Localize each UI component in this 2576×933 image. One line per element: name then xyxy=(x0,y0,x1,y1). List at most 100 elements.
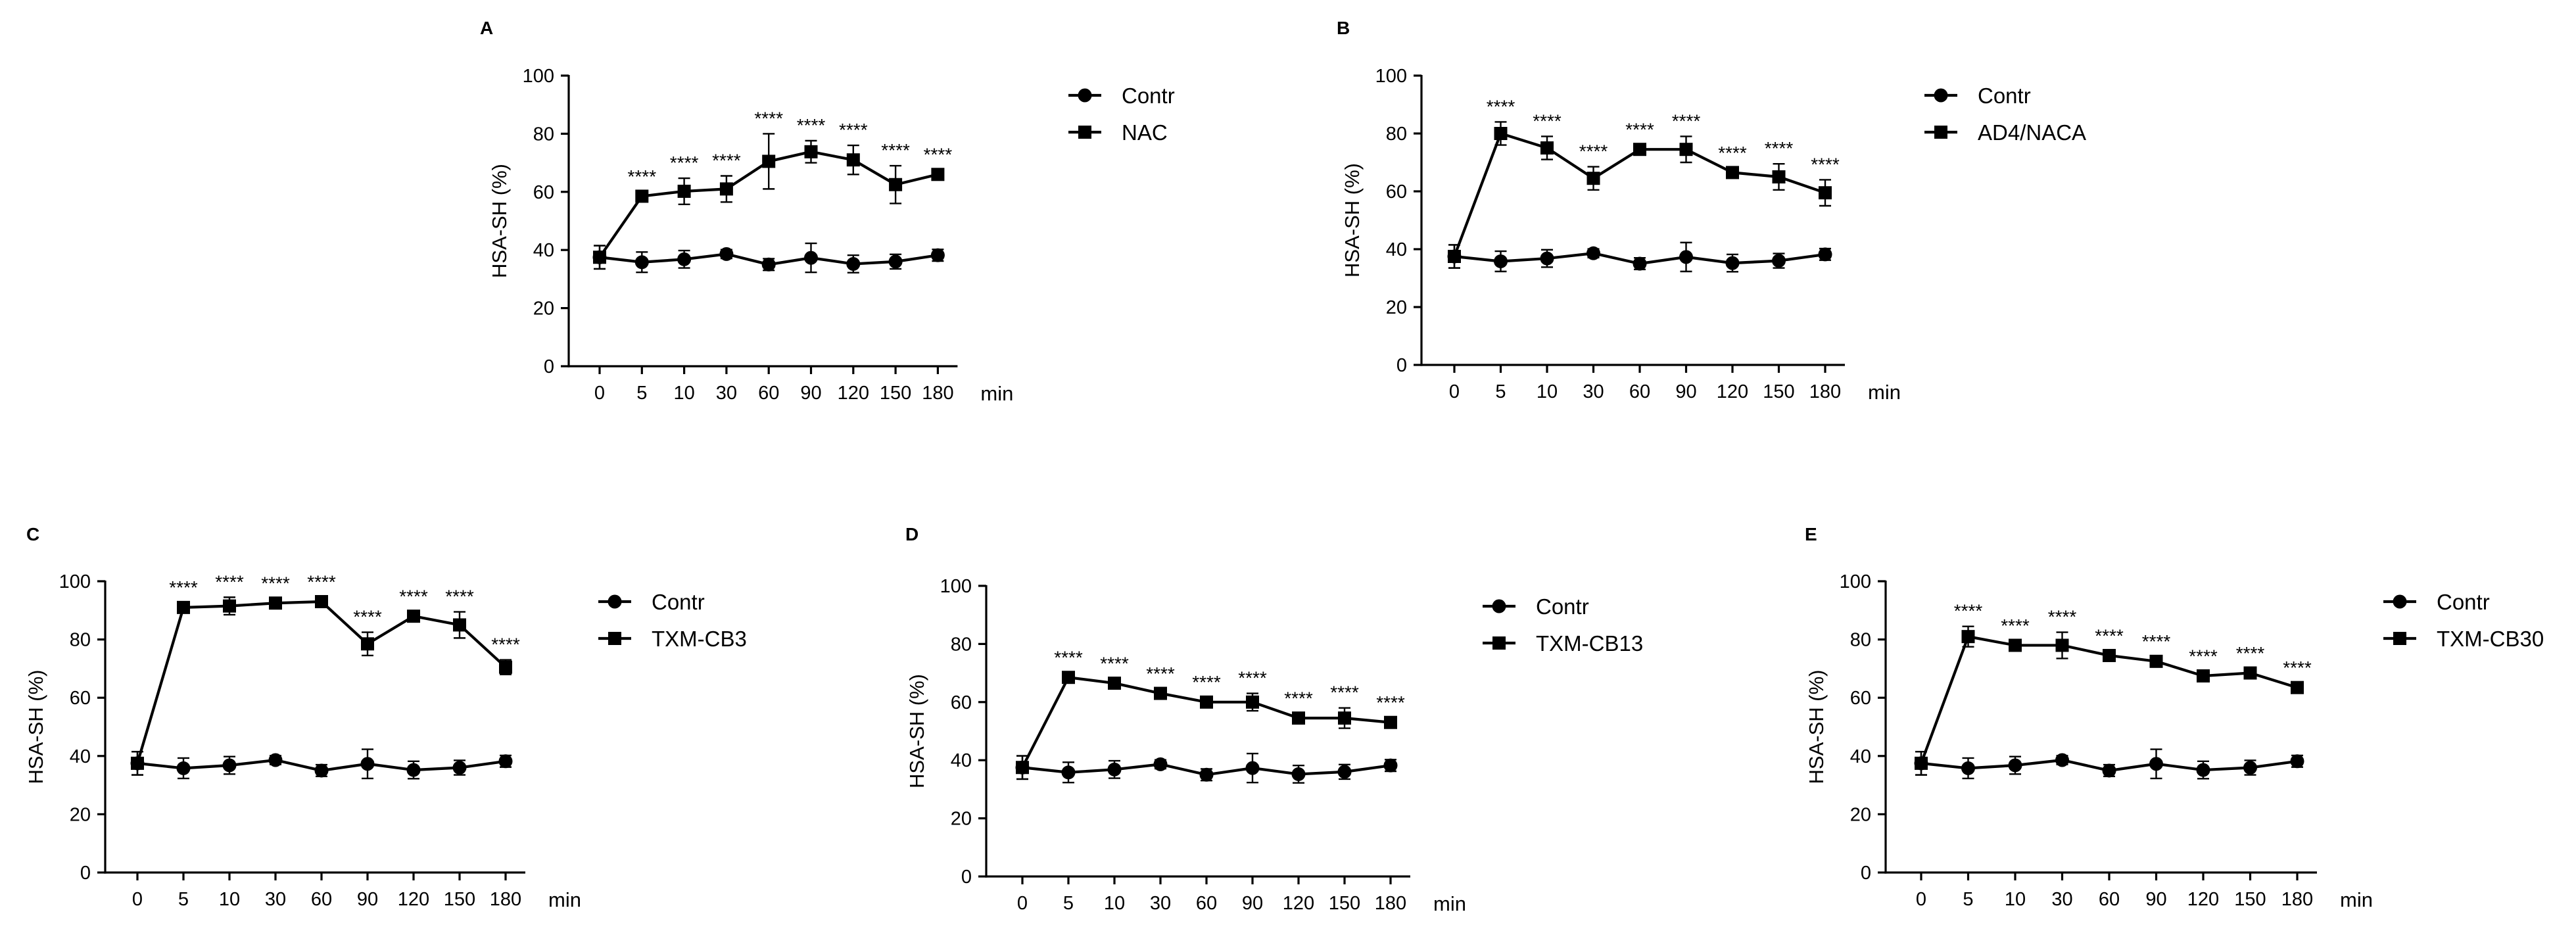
significance-label: **** xyxy=(1487,96,1515,116)
x-tick-label: 30 xyxy=(2051,889,2072,910)
data-point xyxy=(1772,254,1786,268)
data-point xyxy=(176,761,191,775)
significance-label: **** xyxy=(1238,668,1267,688)
data-point xyxy=(2009,638,2022,652)
data-point xyxy=(1200,695,1213,709)
data-point xyxy=(1337,765,1352,779)
legend-marker xyxy=(1934,126,1947,139)
significance-label: **** xyxy=(353,607,382,627)
panel-letter: C xyxy=(26,524,39,544)
x-tick-label: 5 xyxy=(1063,893,1074,914)
x-tick-label: 0 xyxy=(1017,893,1028,914)
x-tick-label: 0 xyxy=(594,383,605,404)
data-point xyxy=(499,660,512,674)
series-txm-cb13: **** **** **** **** **** **** **** **** xyxy=(1016,648,1405,780)
data-point xyxy=(930,248,945,262)
data-point xyxy=(498,754,513,769)
data-point xyxy=(2149,757,2163,771)
series-contr xyxy=(130,748,513,780)
y-tick-label: 100 xyxy=(940,576,972,597)
x-tick-label: 120 xyxy=(1283,893,1314,914)
x-axis-title: min xyxy=(2340,888,2373,911)
x-tick-label: 90 xyxy=(357,889,378,910)
y-tick-label: 80 xyxy=(951,634,972,655)
data-point xyxy=(1818,247,1832,262)
data-point xyxy=(888,254,903,269)
data-point xyxy=(677,184,691,198)
y-tick-label: 20 xyxy=(70,804,91,825)
x-tick-label: 5 xyxy=(636,383,647,404)
x-tick-label: 5 xyxy=(178,889,189,910)
significance-label: **** xyxy=(1811,154,1840,174)
data-point xyxy=(1725,256,1740,270)
series-nac: **** **** **** **** **** **** **** **** xyxy=(593,108,952,270)
x-tick-label: 90 xyxy=(800,383,821,404)
y-tick-label: 100 xyxy=(1375,66,1407,87)
data-point xyxy=(2102,763,2116,778)
significance-label: **** xyxy=(1672,110,1701,131)
x-tick-label: 120 xyxy=(2187,889,2219,910)
data-point xyxy=(719,247,734,261)
x-tick-label: 30 xyxy=(716,383,737,404)
x-tick-label: 120 xyxy=(398,889,429,910)
significance-label: **** xyxy=(797,115,826,135)
data-point xyxy=(761,257,776,272)
data-point xyxy=(1338,711,1351,725)
data-point xyxy=(1540,141,1554,155)
significance-label: **** xyxy=(2236,643,2265,663)
data-point xyxy=(1586,246,1600,260)
x-tick-label: 10 xyxy=(2005,889,2026,910)
panel-letter: A xyxy=(480,18,493,38)
data-point xyxy=(1199,767,1214,782)
legend-entry: Contr xyxy=(1924,84,2031,108)
x-axis-title: min xyxy=(1868,381,1901,404)
y-tick-label: 0 xyxy=(80,863,91,884)
x-tick-label: 60 xyxy=(311,889,332,910)
series-contr xyxy=(1015,752,1398,784)
y-axis-title: HSA-SH (%) xyxy=(905,674,928,788)
y-tick-label: 20 xyxy=(533,299,554,320)
data-point xyxy=(1108,677,1121,690)
data-point xyxy=(1961,630,1975,644)
data-point xyxy=(2055,753,2069,767)
y-tick-label: 40 xyxy=(1386,239,1407,260)
y-axis-title: HSA-SH (%) xyxy=(1805,670,1828,784)
data-point xyxy=(131,756,144,770)
significance-label: **** xyxy=(1054,648,1083,668)
legend-label: TXM-CB3 xyxy=(652,627,747,651)
x-tick-label: 60 xyxy=(758,383,779,404)
x-tick-label: 150 xyxy=(444,889,475,910)
significance-label: **** xyxy=(1192,672,1221,692)
data-point xyxy=(1246,695,1259,709)
legend-entry: Contr xyxy=(1483,594,1589,619)
legend-marker xyxy=(2393,632,2406,645)
data-point xyxy=(1154,686,1167,700)
data-point xyxy=(268,753,283,767)
x-tick-label: 10 xyxy=(1537,381,1558,402)
data-point xyxy=(1292,711,1305,725)
legend-marker xyxy=(1078,126,1091,139)
data-point xyxy=(762,155,776,168)
significance-label: **** xyxy=(2189,646,2218,666)
data-point xyxy=(1961,761,1975,775)
legend-marker xyxy=(2393,594,2407,609)
series-txm-cb3: **** **** **** **** **** **** **** **** xyxy=(131,571,520,776)
significance-label: **** xyxy=(445,586,474,607)
legend-marker xyxy=(1492,599,1506,613)
y-tick-label: 80 xyxy=(533,124,554,145)
x-tick-label: 30 xyxy=(1150,893,1171,914)
y-tick-label: 40 xyxy=(533,240,554,261)
y-tick-label: 60 xyxy=(533,182,554,203)
data-point xyxy=(1061,765,1076,780)
data-point xyxy=(846,256,861,271)
significance-label: **** xyxy=(491,634,520,655)
y-tick-label: 20 xyxy=(1850,804,1871,825)
data-point xyxy=(804,251,818,265)
y-tick-label: 60 xyxy=(951,692,972,713)
data-point xyxy=(634,255,649,270)
significance-label: **** xyxy=(2283,658,2312,678)
x-tick-label: 120 xyxy=(1717,381,1748,402)
significance-label: **** xyxy=(399,586,428,607)
x-axis-title: min xyxy=(1433,892,1466,915)
data-point xyxy=(1633,256,1647,271)
